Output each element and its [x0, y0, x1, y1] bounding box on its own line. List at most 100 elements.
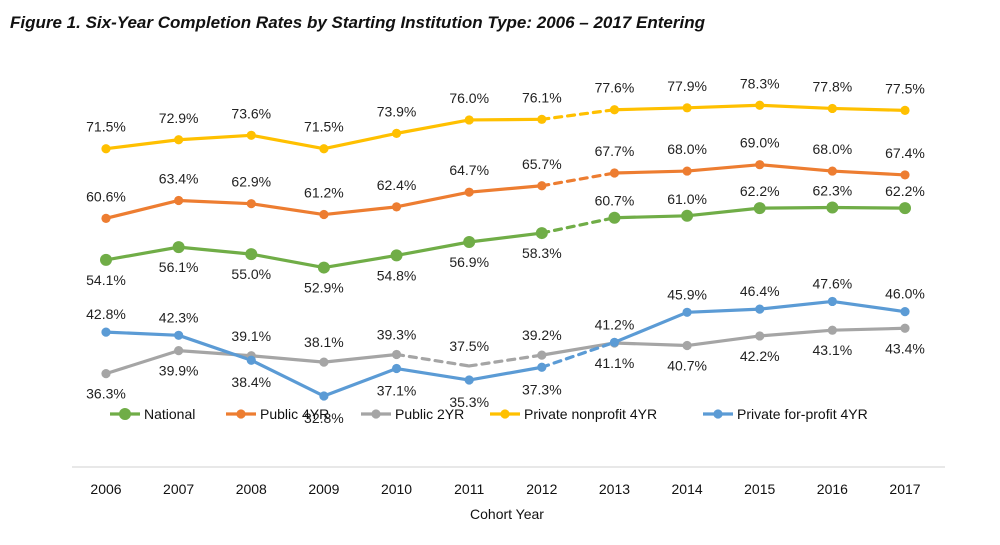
x-tick-2010: 2010: [381, 481, 412, 497]
x-axis-title: Cohort Year: [470, 506, 544, 522]
national-label-2009: 52.9%: [304, 280, 344, 296]
private-for-profit-4yr-line-segment-2014: [685, 307, 762, 314]
national-line-segment-2011: [467, 231, 544, 244]
private-for-profit-4yr-point-2008: [246, 355, 256, 365]
private-for-profit-4yr-line-segment-2006: [104, 330, 181, 337]
legend-label-public-2yr: Public 2YR: [395, 406, 464, 422]
private-for-profit-4yr-label-2010: 37.1%: [377, 383, 417, 399]
private-nonprofit-4yr-line-segment-2010: [394, 118, 471, 135]
private-for-profit-4yr-label-2014: 45.9%: [667, 286, 707, 302]
x-axis-ticks: 2006 2007 2008 2009 2010 2011 2012 2013 2014 2015…: [90, 481, 920, 497]
private-for-profit-4yr-label-2008: 38.4%: [231, 374, 271, 390]
legend: National Public 4YR Public 2YR Private nonp…: [110, 406, 868, 422]
national-line-segment-2009: [322, 253, 399, 270]
national-point-2011: [463, 236, 476, 249]
private-nonprofit-4yr-point-2016: [827, 103, 837, 114]
private-for-profit-4yr-point-2010: [391, 363, 402, 374]
national-point-2010: [390, 249, 403, 262]
private-nonprofit-4yr-point-2014: [682, 103, 692, 113]
public-2yr-line-segment-2010: [394, 352, 471, 368]
legend-item-private-nonprofit-4yr: Private nonprofit 4YR: [490, 406, 657, 422]
public-4yr-line-segment-2011: [467, 184, 544, 194]
public-4yr-point-2016: [827, 166, 837, 176]
public-2yr-point-2012: [537, 350, 547, 360]
public-2yr-label-2008: 39.1%: [231, 328, 271, 344]
public-4yr-line-segment-2007: [177, 198, 253, 206]
public-4yr-point-2010: [391, 202, 402, 212]
public-2yr-label-2012: 39.2%: [522, 327, 562, 343]
legend-label-private-for-profit-4yr: Private for-profit 4YR: [737, 406, 868, 422]
x-tick-2012: 2012: [526, 481, 557, 497]
private-for-profit-4yr-line-segment-2013: [612, 310, 689, 344]
x-tick-2015: 2015: [744, 481, 775, 497]
national-point-2017: [899, 202, 911, 215]
public-2yr-line-segment-2008: [249, 354, 326, 364]
public-2yr-label-2014: 40.7%: [667, 358, 707, 374]
public-4yr-point-2017: [900, 170, 910, 180]
national-label-2014: 61.0%: [667, 191, 707, 207]
chart-title: Figure 1. Six-Year Completion Rates by S…: [10, 13, 705, 32]
private-for-profit-4yr-point-2009: [319, 391, 329, 401]
public-4yr-label-2013: 67.7%: [595, 143, 635, 159]
public-4yr-line-segment-2008: [249, 202, 326, 217]
private-nonprofit-4yr-label-2007: 72.9%: [159, 110, 199, 126]
public-2yr-label-2013: 41.1%: [595, 355, 635, 371]
public-4yr-line-segment-2014: [685, 163, 762, 173]
public-4yr-point-2007: [174, 195, 184, 206]
national-line-segment-2014: [685, 206, 762, 218]
national-point-2009: [317, 261, 330, 274]
national-label-2017: 62.2%: [885, 183, 925, 199]
data-labels: 54.1% 56.1% 55.0% 52.9% 54.8% 56.9% 58.3% 60.7%…: [86, 75, 925, 426]
national-point-2015: [753, 202, 766, 215]
x-tick-2007: 2007: [163, 481, 194, 497]
x-tick-2006: 2006: [90, 481, 121, 497]
public-2yr-label-2009: 38.1%: [304, 334, 344, 350]
private-nonprofit-4yr-label-2008: 73.6%: [231, 105, 271, 121]
x-tick-2008: 2008: [236, 481, 267, 497]
private-nonprofit-4yr-point-2007: [174, 135, 184, 145]
private-nonprofit-4yr-line-segment-2008: [249, 133, 326, 151]
x-tick-2011: 2011: [454, 481, 484, 497]
private-nonprofit-4yr-label-2014: 77.9%: [667, 78, 707, 94]
public-2yr-label-2006: 36.3%: [86, 386, 126, 402]
public-2yr-point-2010: [391, 349, 402, 360]
private-nonprofit-4yr-label-2006: 71.5%: [86, 119, 126, 135]
public-4yr-label-2010: 62.4%: [377, 177, 417, 193]
private-nonprofit-4yr-label-2013: 77.6%: [595, 80, 635, 96]
private-for-profit-4yr-line-segment-2016: [830, 299, 907, 314]
legend-swatch-marker-national: [119, 408, 131, 420]
private-for-profit-4yr-line-segment-2012: [540, 340, 617, 369]
private-nonprofit-4yr-line-segment-2006: [104, 138, 181, 151]
public-2yr-point-2014: [682, 340, 692, 351]
legend-label-national: National: [144, 406, 195, 422]
public-2yr-point-2016: [827, 325, 837, 335]
private-for-profit-4yr-line-segment-2008: [249, 358, 326, 398]
national-label-2015: 62.2%: [740, 183, 780, 199]
national-point-2008: [245, 248, 258, 261]
private-for-profit-4yr-line-segment-2007: [177, 333, 253, 362]
private-for-profit-4yr-line-segment-2010: [394, 366, 471, 382]
legend-item-public-2yr: Public 2YR: [361, 406, 464, 422]
private-for-profit-4yr-label-2012: 37.3%: [522, 381, 562, 397]
private-nonprofit-4yr-line-segment-2007: [177, 133, 253, 142]
private-nonprofit-4yr-line-segment-2009: [322, 131, 399, 151]
public-4yr-line-segment-2012: [540, 171, 617, 188]
public-2yr-label-2017: 43.4%: [885, 340, 925, 356]
private-nonprofit-4yr-line-segment-2014: [685, 103, 762, 110]
public-4yr-point-2015: [755, 160, 765, 170]
national-point-2014: [681, 209, 694, 222]
private-nonprofit-4yr-line-segment-2012: [540, 108, 617, 121]
national-line-segment-2016: [830, 205, 907, 210]
public-4yr-label-2014: 68.0%: [667, 141, 707, 157]
public-4yr-label-2017: 67.4%: [885, 145, 925, 161]
series-points: [100, 100, 911, 401]
national-line-segment-2013: [612, 214, 689, 220]
private-for-profit-4yr-label-2017: 46.0%: [885, 286, 925, 302]
national-point-2013: [608, 211, 621, 224]
private-for-profit-4yr-label-2015: 46.4%: [740, 283, 780, 299]
x-tick-2013: 2013: [599, 481, 630, 497]
national-line-segment-2010: [394, 240, 471, 258]
private-nonprofit-4yr-line-segment-2015: [758, 103, 834, 111]
national-line-segment-2007: [177, 245, 253, 256]
